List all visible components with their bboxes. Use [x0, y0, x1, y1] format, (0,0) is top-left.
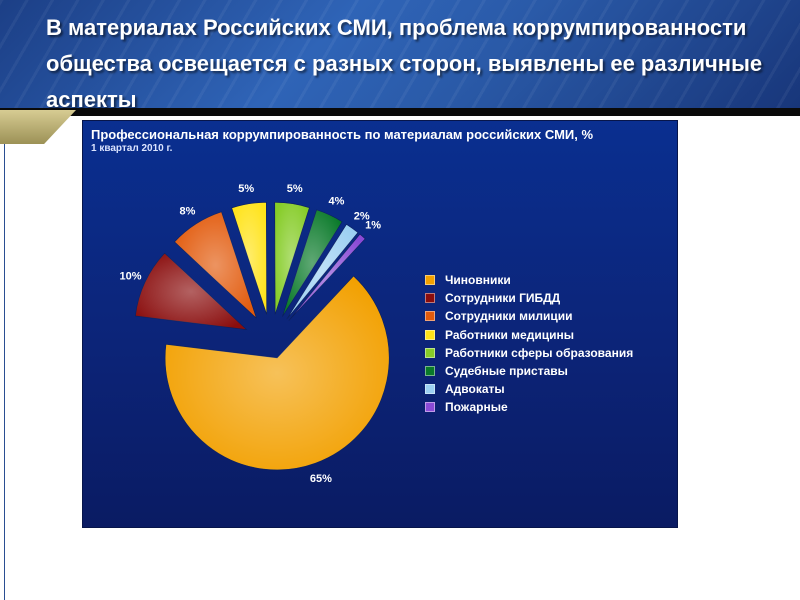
legend-label: Чиновники [445, 273, 511, 288]
legend-label: Работники медицины [445, 327, 574, 342]
pie-label-7: 2% [354, 210, 370, 222]
pie-label-5: 5% [287, 183, 303, 195]
pie-label-6: 4% [329, 196, 345, 208]
legend-label: Адвокаты [445, 382, 505, 397]
pie-slice-highlight-2 [135, 253, 247, 330]
left-divider-line [4, 144, 5, 600]
pie-label-8: 1% [365, 219, 381, 231]
legend-swatch [425, 329, 435, 340]
legend-swatch [425, 366, 435, 377]
pie-slice-highlight-8 [288, 234, 366, 321]
legend-label: Сотрудники ГИБДД [445, 291, 561, 306]
pie-slice-highlight-6 [282, 209, 343, 317]
gold-accent-tab [0, 110, 76, 144]
legend-item: Работники медицины [425, 326, 633, 344]
chart-subtitle: 1 квартал 2010 г. [91, 143, 173, 154]
header-divider [0, 108, 800, 116]
chart-legend: Чиновники Сотрудники ГИБДД Сотрудники мили… [425, 271, 633, 417]
legend-item: Работники сферы образования [425, 344, 633, 362]
slide-title: В материалах Российских СМИ, проблема ко… [46, 15, 763, 112]
legend-label: Пожарные [445, 400, 508, 415]
pie-chart: 65% 10% 8% 5% 5% 4% 2%1% [120, 183, 390, 485]
pie-label-3: 8% [180, 205, 196, 217]
legend-item: Чиновники [425, 271, 633, 289]
pie-label-4: 5% [238, 183, 254, 195]
header-decoration [0, 0, 800, 108]
pie-label-2: 10% [120, 270, 142, 282]
legend-label: Работники сферы образования [445, 345, 634, 360]
legend-label: Судебные приставы [445, 364, 568, 379]
slide-header: В материалах Российских СМИ, проблема ко… [0, 0, 800, 112]
pie-slice-highlight-1 [165, 276, 390, 470]
pie-slice-highlight-4 [231, 202, 267, 315]
chart-panel: Профессиональная коррумпированность по м… [82, 120, 678, 528]
legend-swatch [425, 275, 435, 286]
pie-slice-highlight-5 [274, 202, 310, 315]
pie-slice-highlight-3 [174, 211, 257, 319]
legend-swatch [425, 311, 435, 322]
legend-swatch [425, 384, 435, 395]
legend-label: Сотрудники милиции [445, 309, 573, 324]
legend-swatch [425, 402, 435, 413]
legend-item: Адвокаты [425, 380, 633, 398]
legend-item: Сотрудники ГИБДД [425, 289, 633, 307]
legend-swatch [425, 293, 435, 304]
legend-item: Сотрудники милиции [425, 307, 633, 325]
pie-slice-highlight-7 [286, 224, 358, 320]
chart-title: Профессиональная коррумпированность по м… [91, 127, 594, 142]
pie-label-1: 65% [310, 473, 332, 485]
legend-item: Пожарные [425, 398, 633, 416]
legend-item: Судебные приставы [425, 362, 633, 380]
legend-swatch [425, 347, 435, 358]
